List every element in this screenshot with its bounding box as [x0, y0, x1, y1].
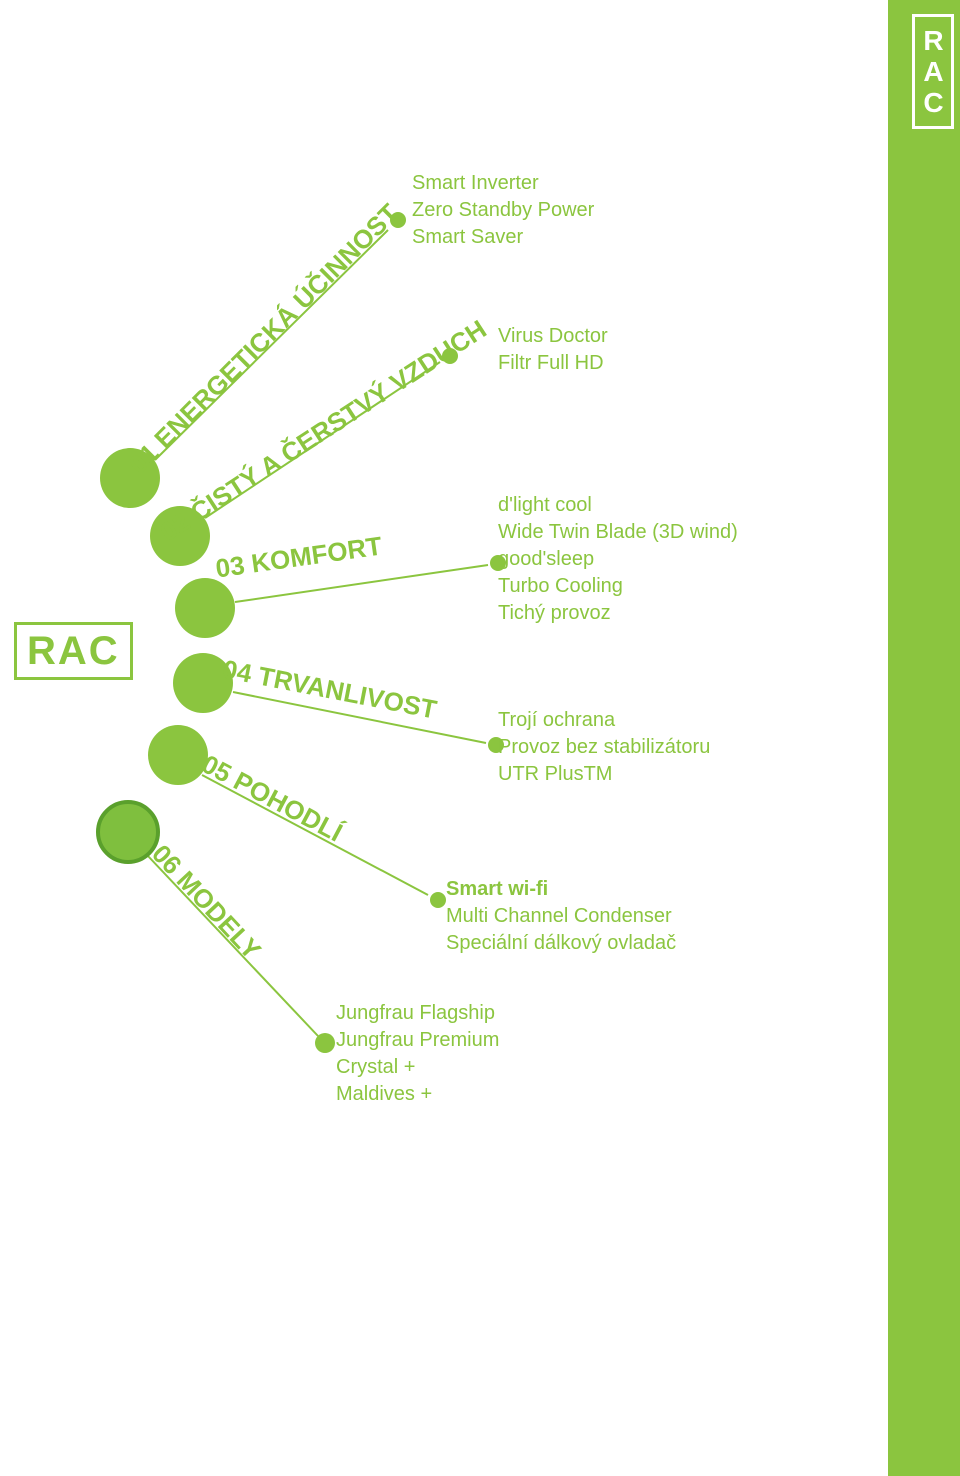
branch-items: Virus DoctorFiltr Full HD [498, 323, 608, 377]
branch-item: Virus Doctor [498, 323, 608, 350]
branch-item: Smart wi-fi [446, 876, 676, 903]
branch-item: Jungfrau Premium [336, 1027, 499, 1054]
branch-item: Tichý provoz [498, 600, 738, 627]
branch-label: 06 MODELY [146, 839, 267, 965]
branch-label: 02 ČISTÝ A ČERSTVÝ VZDUCH [155, 314, 492, 547]
branch-item: Maldives + [336, 1081, 499, 1108]
branch-label: 04 TRVANLIVOST [220, 654, 439, 725]
branch-item: Crystal + [336, 1054, 499, 1081]
branch-item: Smart Saver [412, 224, 594, 251]
branch-items: d'light coolWide Twin Blade (3D wind)goo… [498, 492, 738, 627]
branch-label: 05 POHODLÍ [197, 749, 348, 848]
branch-label: 03 KOMFORT [214, 531, 384, 584]
branch-item: Jungfrau Flagship [336, 1000, 499, 1027]
branch-item: Filtr Full HD [498, 350, 608, 377]
branch-items: Jungfrau FlagshipJungfrau PremiumCrystal… [336, 1000, 499, 1108]
branch-item: d'light cool [498, 492, 738, 519]
branch-item: Turbo Cooling [498, 573, 738, 600]
branch-item: Provoz bez stabilizátoru [498, 734, 710, 761]
branch-item: Speciální dálkový ovladač [446, 930, 676, 957]
branch-endpoint [315, 1033, 335, 1053]
branch-items: Trojí ochranaProvoz bez stabilizátoruUTR… [498, 707, 710, 788]
branch-node [175, 578, 235, 638]
branch-item: Wide Twin Blade (3D wind) [498, 519, 738, 546]
branch-item: Zero Standby Power [412, 197, 594, 224]
branch-item: good'sleep [498, 546, 738, 573]
branch-label: 01 ENERGETICKÁ ÚČINNOST [123, 198, 405, 480]
branch-items: Smart wi-fiMulti Channel CondenserSpeciá… [446, 876, 676, 957]
branch-items: Smart InverterZero Standby PowerSmart Sa… [412, 170, 594, 251]
branch-endpoint [430, 892, 446, 908]
branch-item: Multi Channel Condenser [446, 903, 676, 930]
branch-item: Trojí ochrana [498, 707, 710, 734]
branch-item: Smart Inverter [412, 170, 594, 197]
branch-node [98, 802, 158, 862]
branch-item: UTR PlusTM [498, 761, 710, 788]
